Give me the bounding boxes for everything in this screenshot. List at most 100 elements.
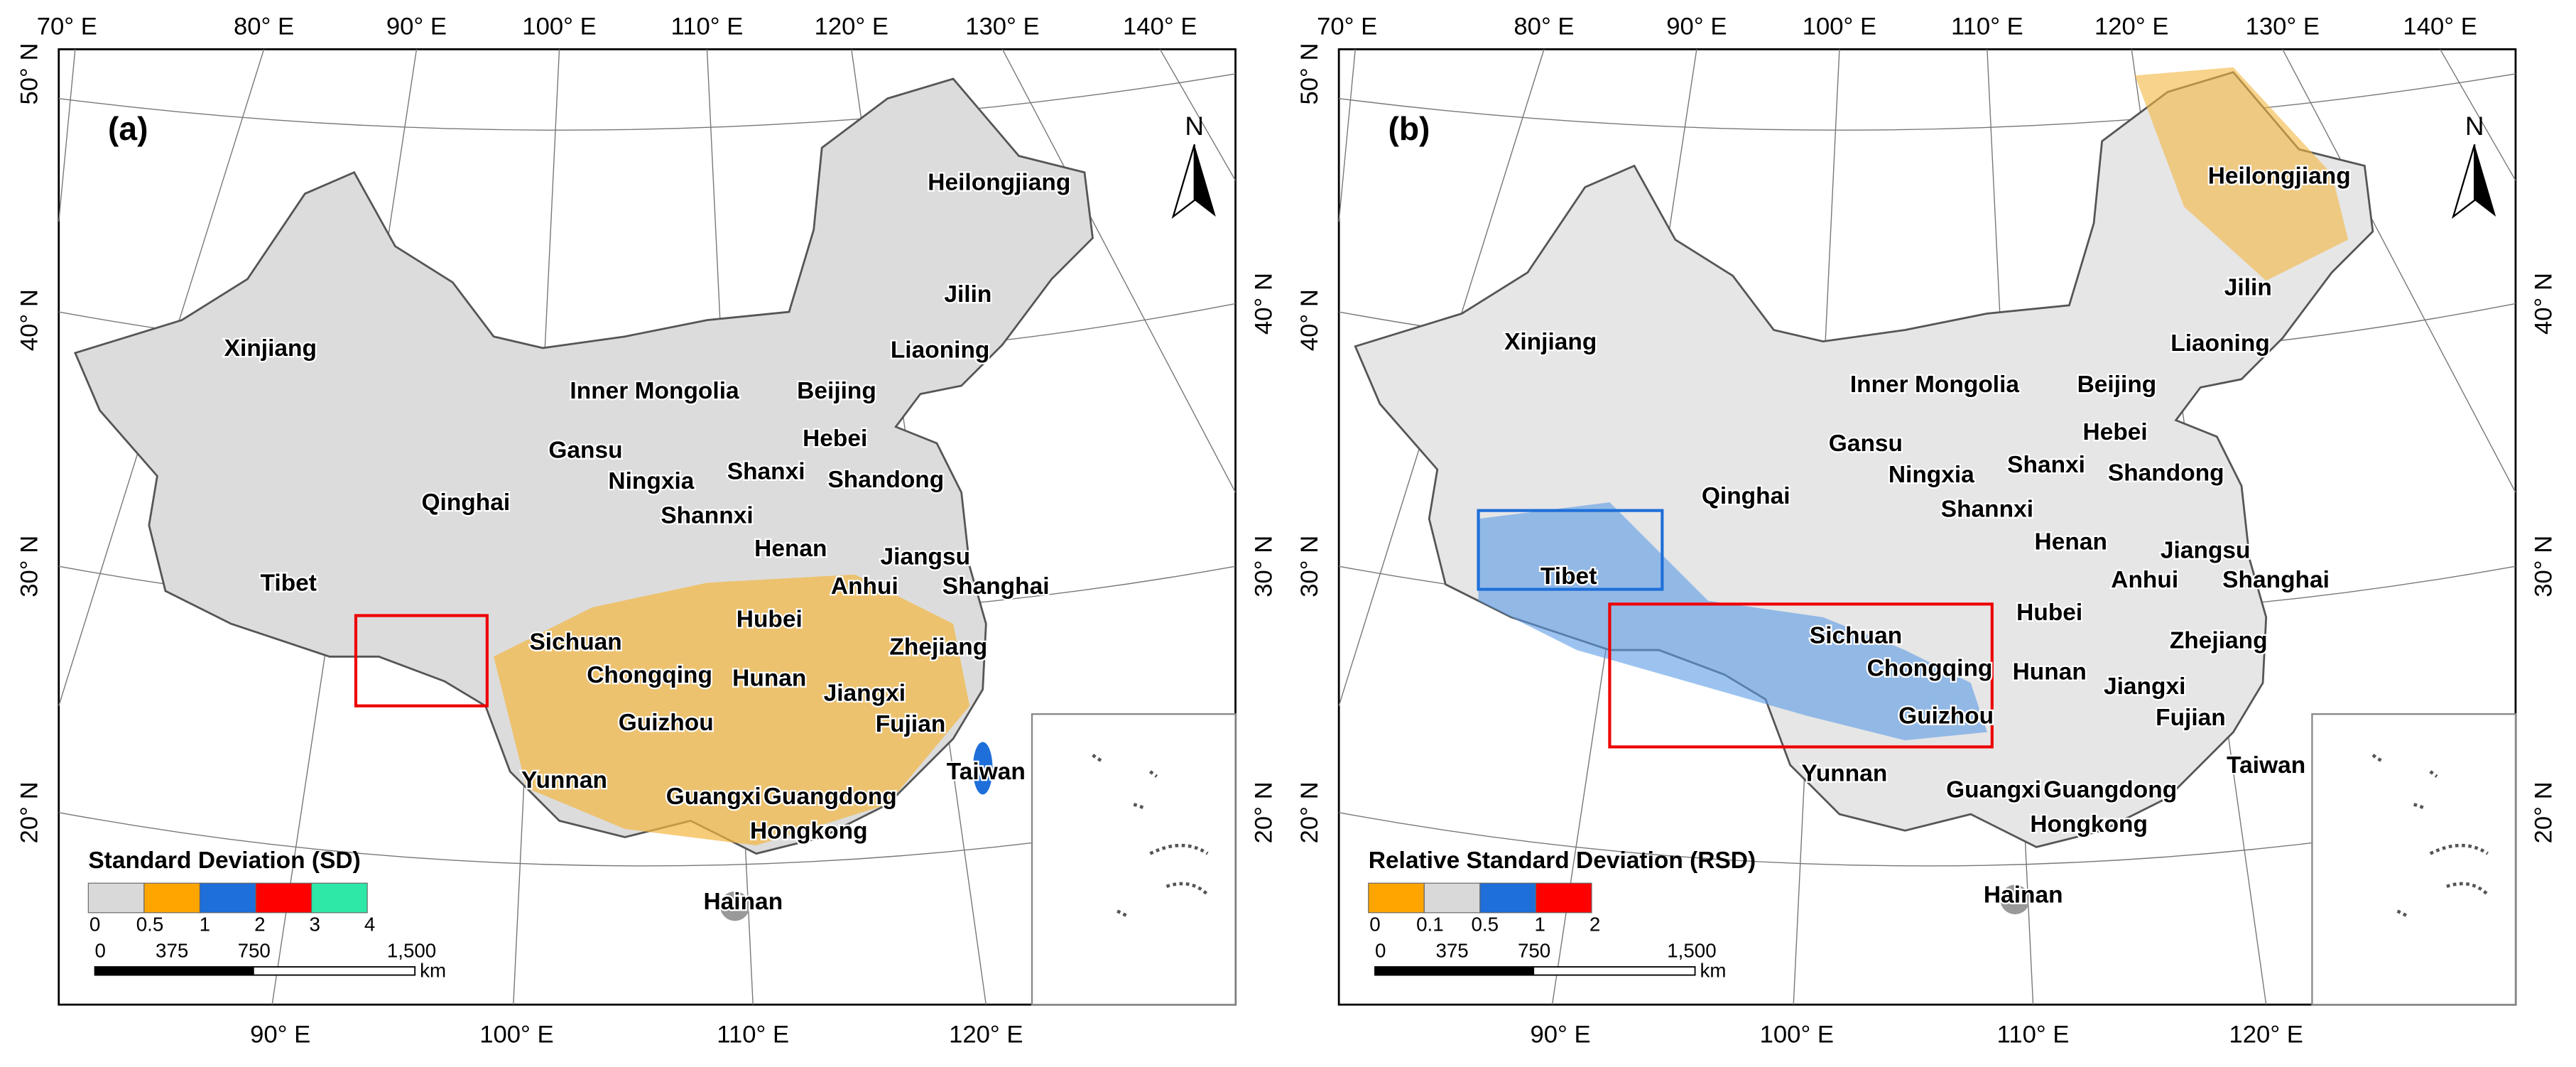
- province-label: Hubei: [737, 606, 803, 632]
- latitude-label: 30° N: [1296, 536, 1323, 597]
- north-arrow: [1171, 144, 1195, 220]
- province-label: Guangxi: [1946, 777, 2041, 803]
- province-label: Beijing: [797, 378, 876, 404]
- province-label: Zhejiang: [2170, 627, 2268, 654]
- latitude-label: 40° N: [16, 289, 43, 351]
- longitude-label: 100° E: [479, 1021, 553, 1048]
- taiwan-high: [972, 742, 993, 795]
- inset-frame: [2311, 713, 2517, 1006]
- inset-frame: [1031, 713, 1237, 1006]
- legend-tick: 4: [364, 914, 375, 936]
- province-label: Beijing: [2077, 372, 2157, 398]
- scale-bar: [94, 967, 254, 975]
- province-label: Anhui: [2111, 567, 2178, 593]
- province-label: Qinghai: [1702, 483, 1790, 509]
- province-label: Anhui: [831, 573, 898, 600]
- longitude-label: 120° E: [815, 13, 888, 40]
- province-label: Jiangsu: [2161, 537, 2251, 563]
- longitude-label: 100° E: [522, 13, 596, 40]
- legend-tick: 0.5: [1472, 914, 1499, 936]
- latitude-label: 30° N: [2531, 536, 2558, 597]
- scale-unit: km: [1700, 959, 1727, 981]
- legend-swatch: [199, 882, 256, 914]
- low-rsd-region: [2134, 67, 2349, 281]
- latitude-label: 40° N: [2531, 273, 2558, 335]
- province-label: Shanghai: [942, 573, 1050, 600]
- province-label: Yunnan: [521, 767, 607, 794]
- province-label: Hunan: [732, 666, 806, 692]
- province-label: Fujian: [876, 711, 946, 737]
- latitude-label: 20° N: [2531, 781, 2558, 843]
- high-rsd-region: [1478, 502, 1987, 741]
- province-label: Fujian: [2156, 705, 2226, 731]
- scale-tick: 1,500: [387, 940, 436, 962]
- province-label: Shandong: [2108, 460, 2224, 487]
- latitude-label: 40° N: [1296, 289, 1323, 351]
- province-label: Inner Mongolia: [570, 378, 739, 404]
- province-label: Jilin: [2224, 275, 2272, 301]
- north-label: N: [1185, 112, 1204, 141]
- study-box: [1477, 509, 1664, 591]
- high-sd-region: [494, 574, 970, 846]
- legend-title: Standard Deviation (SD): [88, 847, 360, 874]
- panel-letter: (b): [1388, 110, 1430, 147]
- longitude-label: 80° E: [1513, 13, 1574, 40]
- scale-unit: km: [420, 959, 446, 981]
- province-label: Tibet: [261, 570, 317, 596]
- province-label: Shannxi: [661, 503, 753, 529]
- longitude-label: 120° E: [2094, 13, 2168, 40]
- province-label: Sichuan: [529, 629, 621, 656]
- parallel: [1339, 73, 2516, 131]
- longitude-label: 70° E: [37, 13, 97, 40]
- longitude-label: 110° E: [1997, 1021, 2070, 1048]
- longitude-label: 90° E: [1666, 13, 1727, 40]
- study-box: [354, 614, 489, 708]
- longitude-label: 130° E: [2246, 13, 2320, 40]
- province-label: Hebei: [2083, 419, 2148, 445]
- province-label: Shannxi: [1941, 496, 2033, 522]
- scale-tick: 375: [156, 940, 188, 962]
- legend-tick: 0: [89, 914, 100, 936]
- province-label: Gansu: [548, 437, 622, 463]
- legend-title: Relative Standard Deviation (RSD): [1369, 847, 1756, 874]
- province-label: Guangdong: [2043, 777, 2177, 803]
- scale-tick: 0: [95, 940, 106, 962]
- province-label: Chongqing: [1867, 656, 1993, 682]
- legend-tick: 0.5: [136, 914, 164, 936]
- longitude-label: 120° E: [949, 1021, 1023, 1048]
- province-label: Guizhou: [1898, 703, 1994, 730]
- longitude-label: 130° E: [965, 13, 1039, 40]
- panel-letter: (a): [108, 110, 148, 147]
- province-label: Gansu: [1829, 430, 1903, 457]
- longitude-label: 70° E: [1317, 13, 1377, 40]
- longitude-label: 90° E: [1531, 1021, 1591, 1048]
- province-label: Qinghai: [421, 489, 510, 516]
- meridian: [58, 49, 76, 222]
- province-label: Xinjiang: [224, 335, 317, 362]
- meridian: [1159, 48, 1237, 181]
- longitude-label: 110° E: [717, 1021, 789, 1048]
- province-label: Hainan: [703, 889, 783, 915]
- scale-tick: 0: [1375, 940, 1386, 962]
- meridian: [2440, 48, 2516, 181]
- province-label: Hubei: [2016, 600, 2082, 626]
- longitude-label: 100° E: [1803, 13, 1876, 40]
- province-label: Taiwan: [947, 759, 1026, 785]
- parallel: [58, 73, 1236, 131]
- meridian: [1001, 49, 1237, 493]
- china-map: [1354, 67, 2374, 915]
- legend-tick: 1: [1534, 914, 1545, 936]
- legend-swatch: [1423, 882, 1481, 914]
- province-label: Taiwan: [2227, 752, 2305, 779]
- longitude-label: 140° E: [1123, 13, 1197, 40]
- legend-tick: 2: [254, 914, 265, 936]
- legend-tick: 3: [310, 914, 320, 936]
- meridian: [2282, 49, 2516, 493]
- legend-tick: 2: [1589, 914, 1600, 936]
- scale-tick: 1,500: [1667, 940, 1716, 962]
- province-label: Henan: [754, 536, 827, 562]
- province-label: Jilin: [944, 281, 991, 308]
- legend-swatch: [1535, 882, 1592, 914]
- province-label: Guizhou: [619, 710, 714, 736]
